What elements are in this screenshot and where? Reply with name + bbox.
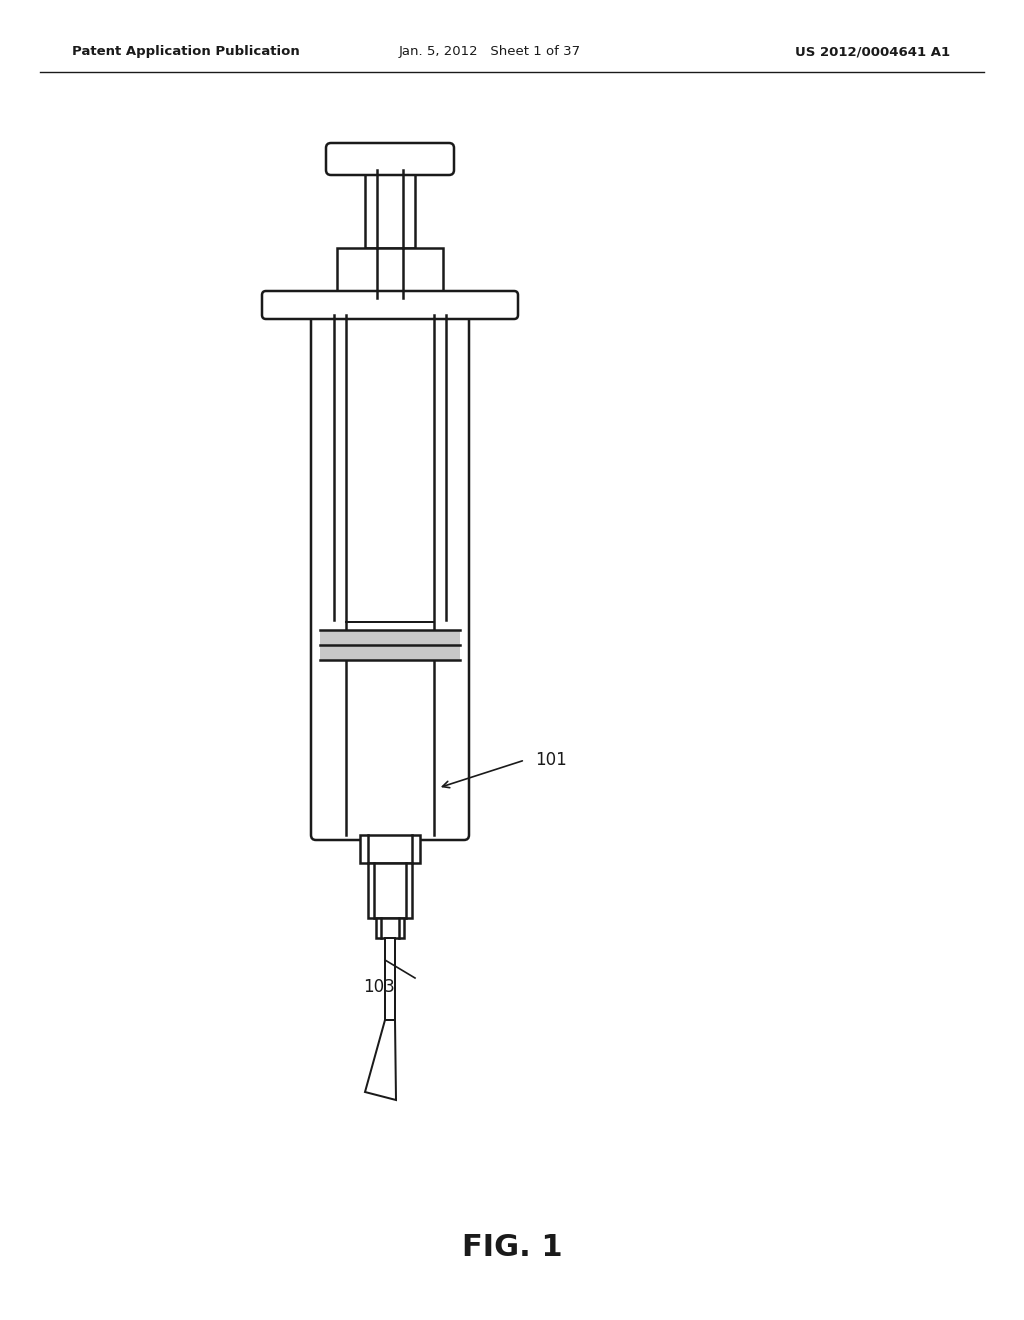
Bar	[385, 939, 395, 1020]
Bar	[368, 863, 412, 917]
Polygon shape	[365, 1020, 396, 1100]
Text: US 2012/0004641 A1: US 2012/0004641 A1	[795, 45, 950, 58]
Text: Jan. 5, 2012   Sheet 1 of 37: Jan. 5, 2012 Sheet 1 of 37	[399, 45, 581, 58]
Text: FIG. 1: FIG. 1	[462, 1233, 562, 1262]
Text: Patent Application Publication: Patent Application Publication	[72, 45, 300, 58]
Bar	[365, 170, 415, 248]
FancyBboxPatch shape	[311, 310, 469, 840]
Bar	[319, 630, 460, 660]
Bar	[360, 836, 420, 863]
Text: 103: 103	[362, 978, 394, 997]
Text: 101: 101	[535, 751, 566, 770]
FancyBboxPatch shape	[326, 143, 454, 176]
Bar	[376, 917, 404, 939]
FancyBboxPatch shape	[262, 290, 518, 319]
Bar	[337, 248, 443, 298]
